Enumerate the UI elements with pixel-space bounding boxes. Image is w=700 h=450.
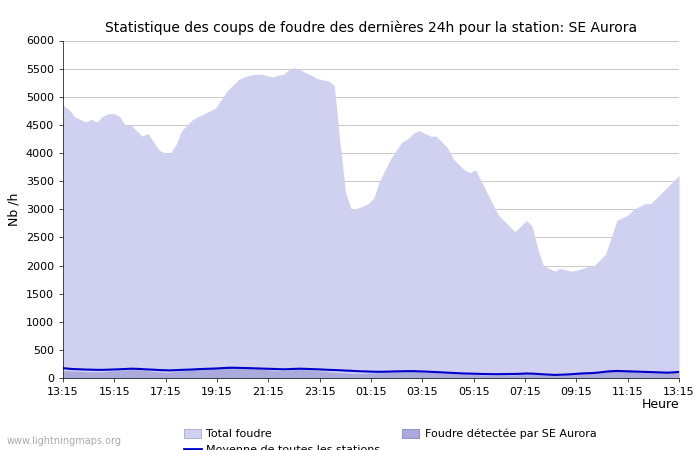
Text: Heure: Heure	[641, 398, 679, 411]
Title: Statistique des coups de foudre des dernières 24h pour la station: SE Aurora: Statistique des coups de foudre des dern…	[105, 21, 637, 35]
Legend: Total foudre, Moyenne de toutes les stations, Foudre détectée par SE Aurora: Total foudre, Moyenne de toutes les stat…	[179, 424, 601, 450]
Y-axis label: Nb /h: Nb /h	[7, 193, 20, 226]
Text: www.lightningmaps.org: www.lightningmaps.org	[7, 436, 122, 446]
